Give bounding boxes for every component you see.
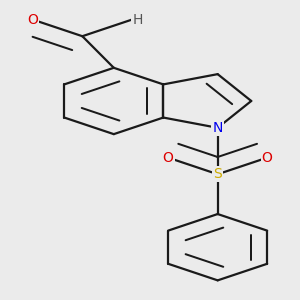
Text: N: N — [212, 121, 223, 135]
Text: O: O — [163, 151, 174, 165]
Text: H: H — [133, 13, 143, 27]
Text: O: O — [27, 13, 38, 27]
Text: S: S — [213, 167, 222, 181]
Text: O: O — [262, 151, 273, 165]
